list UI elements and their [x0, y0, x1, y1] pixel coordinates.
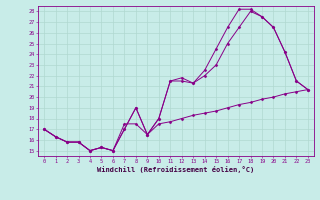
X-axis label: Windchill (Refroidissement éolien,°C): Windchill (Refroidissement éolien,°C): [97, 166, 255, 173]
